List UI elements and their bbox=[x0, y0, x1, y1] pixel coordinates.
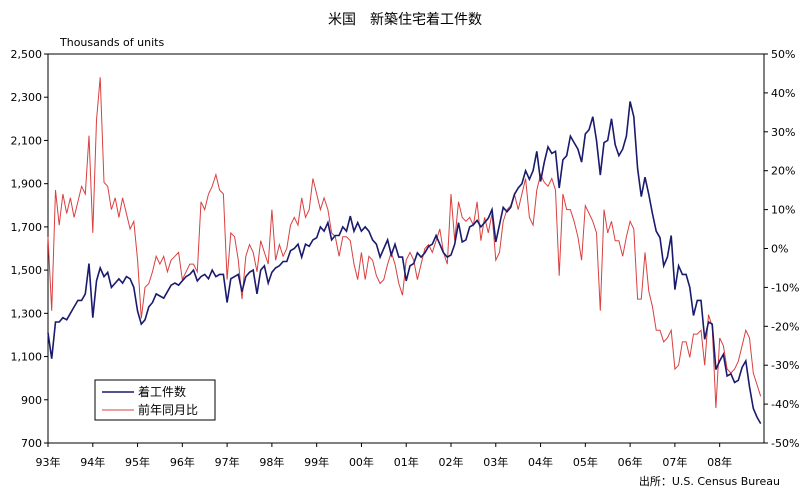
x-tick-label: 94年 bbox=[80, 455, 105, 469]
left-axis: 700 900 1,100 1,300 1,500 1,700 1,900 2,100 2,30… bbox=[11, 48, 48, 450]
x-axis: 93年 94年 95年 96年 97年 98年 99年 00年 01年 02年 03年 04年 05年 0… bbox=[36, 443, 732, 469]
left-tick-label: 1,700 bbox=[11, 221, 43, 234]
chart-title: 米国 新築住宅着工件数 bbox=[328, 12, 482, 28]
right-tick-label: -20% bbox=[771, 320, 799, 333]
right-tick-label: 50% bbox=[771, 48, 795, 61]
legend-label-housing-starts: 着工件数 bbox=[138, 384, 186, 399]
x-tick-label: 93年 bbox=[36, 455, 61, 469]
left-tick-label: 1,300 bbox=[11, 307, 43, 320]
yoy-change-line bbox=[47, 77, 762, 409]
left-tick-label: 2,100 bbox=[11, 134, 43, 147]
x-tick-label: 99年 bbox=[304, 455, 329, 469]
x-tick-label: 03年 bbox=[483, 455, 508, 469]
left-tick-label: 700 bbox=[21, 437, 42, 450]
x-tick-label: 98年 bbox=[259, 455, 284, 469]
left-tick-label: 900 bbox=[21, 394, 42, 407]
source-note: 出所：U.S. Census Bureau bbox=[639, 474, 780, 488]
legend-label-yoy-change: 前年同月比 bbox=[138, 402, 198, 417]
legend-box bbox=[94, 379, 216, 421]
right-tick-label: -10% bbox=[771, 281, 799, 294]
left-tick-label: 1,900 bbox=[11, 178, 43, 191]
right-axis: -50% -40% -30% -20% -10% 0% 10% 20% 30% 40% 50% bbox=[764, 48, 799, 450]
x-tick-label: 07年 bbox=[662, 455, 687, 469]
x-tick-label: 05年 bbox=[573, 455, 598, 469]
x-tick-label: 06年 bbox=[618, 455, 643, 469]
x-tick-label: 97年 bbox=[215, 455, 240, 469]
x-tick-label: 02年 bbox=[439, 455, 464, 469]
right-tick-label: 10% bbox=[771, 204, 795, 217]
legend: 着工件数 前年同月比 bbox=[94, 379, 216, 421]
right-tick-label: -40% bbox=[771, 398, 799, 411]
x-tick-label: 01年 bbox=[394, 455, 419, 469]
right-tick-label: 20% bbox=[771, 165, 795, 178]
right-tick-label: 30% bbox=[771, 126, 795, 139]
right-tick-label: -50% bbox=[771, 437, 799, 450]
left-axis-label: Thousands of units bbox=[59, 36, 164, 49]
x-tick-label: 04年 bbox=[528, 455, 553, 469]
x-tick-label: 08年 bbox=[707, 455, 732, 469]
housing-starts-line bbox=[47, 101, 762, 424]
x-tick-label: 00年 bbox=[349, 455, 374, 469]
left-tick-label: 1,500 bbox=[11, 264, 43, 277]
x-tick-label: 96年 bbox=[170, 455, 195, 469]
left-tick-label: 2,500 bbox=[11, 48, 43, 61]
x-tick-label: 95年 bbox=[125, 455, 150, 469]
left-tick-label: 2,300 bbox=[11, 91, 43, 104]
right-tick-label: 40% bbox=[771, 87, 795, 100]
left-tick-label: 1,100 bbox=[11, 351, 43, 364]
right-tick-label: 0% bbox=[771, 243, 788, 256]
right-tick-label: -30% bbox=[771, 359, 799, 372]
